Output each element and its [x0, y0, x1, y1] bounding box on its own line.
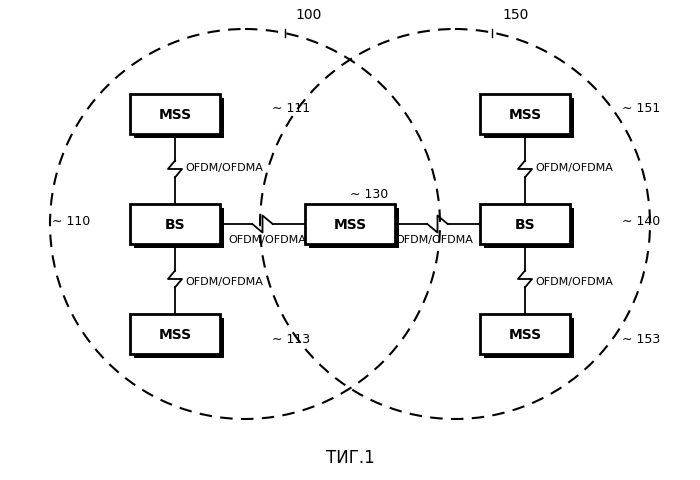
Text: BS: BS — [514, 217, 536, 231]
Bar — [480, 314, 570, 354]
Text: 150: 150 — [502, 8, 528, 22]
Bar — [480, 95, 570, 135]
Text: ∼ 140: ∼ 140 — [622, 215, 660, 228]
Text: ∼ 130: ∼ 130 — [350, 188, 389, 201]
Text: OFDM/OFDMA: OFDM/OFDMA — [228, 235, 306, 244]
Bar — [134, 209, 224, 249]
Text: MSS: MSS — [158, 108, 192, 122]
Text: ∼ 151: ∼ 151 — [622, 101, 660, 114]
Text: OFDM/OFDMA: OFDM/OFDMA — [185, 163, 263, 173]
Bar — [309, 209, 399, 249]
Text: OFDM/OFDMA: OFDM/OFDMA — [535, 163, 613, 173]
Text: MSS: MSS — [508, 327, 542, 341]
Bar — [484, 318, 574, 358]
Bar — [484, 99, 574, 139]
Text: 100: 100 — [295, 8, 321, 22]
Text: OFDM/OFDMA: OFDM/OFDMA — [185, 276, 263, 287]
Text: ∼ 153: ∼ 153 — [622, 333, 660, 346]
Bar — [134, 318, 224, 358]
Bar — [130, 314, 220, 354]
Bar — [130, 204, 220, 244]
Text: ΤИГ.1: ΤИГ.1 — [326, 448, 374, 466]
Text: ∼ 113: ∼ 113 — [272, 333, 310, 346]
Text: MSS: MSS — [158, 327, 192, 341]
Text: OFDM/OFDMA: OFDM/OFDMA — [395, 235, 473, 244]
Bar — [134, 99, 224, 139]
Bar — [130, 95, 220, 135]
Bar — [484, 209, 574, 249]
Text: BS: BS — [164, 217, 186, 231]
Text: ∼ 110: ∼ 110 — [52, 215, 90, 228]
Text: OFDM/OFDMA: OFDM/OFDMA — [535, 276, 613, 287]
Text: MSS: MSS — [333, 217, 367, 231]
Bar — [480, 204, 570, 244]
Text: MSS: MSS — [508, 108, 542, 122]
Text: ∼ 111: ∼ 111 — [272, 101, 310, 114]
Bar — [305, 204, 395, 244]
